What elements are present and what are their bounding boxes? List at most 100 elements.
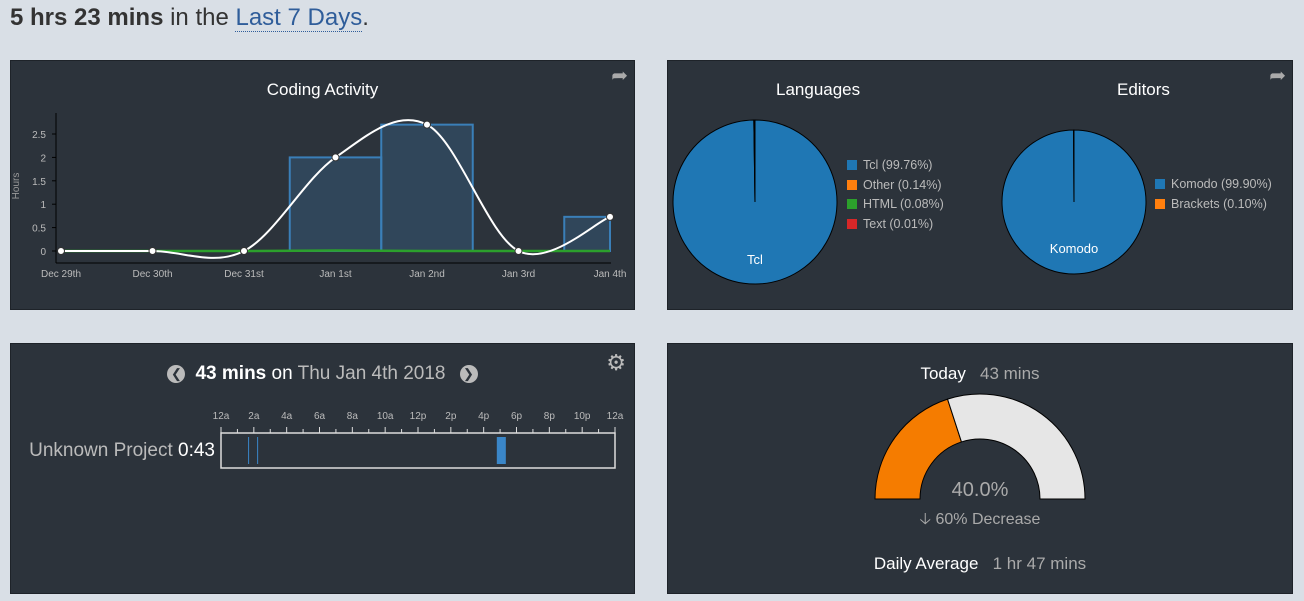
- x-tick-label: Dec 29th: [41, 269, 81, 280]
- y-tick-label: 0.5: [32, 224, 46, 235]
- hour-label: 8p: [544, 411, 556, 422]
- day-heading: ❮ 43 mins on Thu Jan 4th 2018 ❯: [11, 363, 634, 385]
- legend-swatch: [847, 179, 857, 190]
- avg-label: Daily Average: [873, 554, 979, 573]
- legend-swatch: [847, 199, 857, 209]
- activity-bar: [288, 156, 383, 252]
- settings-gear-icon[interactable]: ⚙: [606, 350, 626, 375]
- project-name: Unknown Project: [29, 440, 173, 461]
- y-tick-label: 1.5: [32, 177, 46, 188]
- range-link[interactable]: Last 7 Days: [235, 4, 363, 32]
- period: .: [362, 4, 369, 31]
- legend-label: Tcl (99.76%): [863, 158, 933, 172]
- coding-activity-title: Coding Activity: [266, 80, 379, 99]
- x-tick-label: Jan 1st: [319, 269, 351, 280]
- total-time: 5 hrs 23 mins: [10, 4, 164, 31]
- x-tick-label: Jan 3rd: [502, 269, 535, 280]
- coding-activity-panel: Coding Activity ➦ Hours 0 0.5 1 1.5 2 2.5 Dec 2…: [10, 60, 635, 310]
- data-point: [148, 247, 157, 255]
- data-point: [331, 153, 340, 162]
- project-label: Unknown Project 0:43: [29, 440, 215, 462]
- on-text: on: [266, 363, 298, 384]
- daily-average: Daily Average 1 hr 47 mins: [668, 554, 1292, 574]
- day-total: 43 mins: [195, 363, 267, 384]
- timeline: 12a 2a 4a 6a 8a 10a 12p 2p 4p 6p 8p 10p 12a: [213, 411, 624, 469]
- legend-item: HTML (0.08%): [847, 195, 944, 215]
- editors-title: Editors: [1117, 80, 1170, 99]
- y-tick-label: 2: [40, 153, 46, 164]
- legend-swatch: [847, 218, 857, 229]
- coding-activity-chart: Hours 0 0.5 1 1.5 2 2.5 Dec 29th Dec 30th Dec 31s…: [11, 113, 627, 280]
- y-axis-label: Hours: [11, 173, 22, 200]
- activity-block: [248, 437, 250, 464]
- x-tick-label: Jan 2nd: [409, 269, 445, 280]
- today-gauge: [874, 393, 1086, 500]
- legend-swatch: [1155, 179, 1165, 189]
- activity-bar: [563, 215, 611, 252]
- gauge-percent: 40.0%: [951, 479, 1009, 501]
- legend-item: Other (0.14%): [847, 176, 944, 196]
- languages-editors-panel: Languages Editors ➦ Tcl Komodo Tcl (99.76…: [667, 60, 1293, 310]
- next-day-button[interactable]: ❯: [459, 365, 478, 383]
- hour-label: 10a: [377, 411, 394, 422]
- arrow-down-icon: 🡣: [919, 511, 932, 528]
- hour-label: 6a: [314, 411, 326, 422]
- legend-label: HTML (0.08%): [863, 197, 944, 211]
- change-text: 🡣 60% Decrease: [668, 508, 1292, 535]
- today-panel: Today 43 mins 40.0% 🡣 60% Decrease Daily…: [667, 343, 1293, 594]
- activity-block: [496, 437, 506, 464]
- legend-item: Tcl (99.76%): [847, 156, 944, 176]
- summary-heading: 5 hrs 23 mins in the Last 7 Days.: [10, 4, 369, 32]
- today-value: 43 mins: [980, 364, 1040, 383]
- activity-bar: [380, 123, 474, 252]
- data-point: [514, 247, 523, 255]
- activity-block: [257, 437, 259, 464]
- hour-label: 2p: [445, 411, 457, 422]
- change-value: 60% Decrease: [935, 511, 1041, 528]
- hour-label: 2a: [248, 411, 260, 422]
- daily-timeline-panel: ❮ 43 mins on Thu Jan 4th 2018 ❯ ⚙ Unknown …: [10, 343, 635, 594]
- languages-legend: Tcl (99.76%) Other (0.14%) HTML (0.08%) Tex…: [847, 156, 944, 234]
- languages-pie-label: Tcl: [747, 252, 763, 267]
- y-tick-label: 1: [40, 200, 46, 211]
- legend-item: Text (0.01%): [847, 215, 944, 235]
- x-tick-label: Dec 31st: [224, 269, 264, 280]
- hour-label: 4a: [281, 411, 293, 422]
- hour-label: 12p: [410, 411, 427, 422]
- summary-text: in the: [163, 4, 236, 31]
- legend-item: Brackets (0.10%): [1155, 195, 1272, 215]
- legend-swatch: [847, 160, 857, 170]
- timeline-track: [220, 432, 616, 469]
- x-tick-label: Dec 30th: [132, 269, 172, 280]
- data-point: [423, 120, 431, 129]
- gauge-remaining: [946, 393, 1086, 500]
- day-date: Thu Jan 4th 2018: [297, 363, 446, 384]
- legend-label: Brackets (0.10%): [1171, 196, 1267, 211]
- data-point: [57, 247, 65, 255]
- x-tick-label: Jan 4th: [594, 269, 627, 280]
- legend-label: Other (0.14%): [863, 177, 942, 192]
- pie-charts: Tcl Komodo: [672, 119, 1147, 285]
- editors-pie-label: Komodo: [1050, 241, 1098, 256]
- legend-item: Komodo (99.90%): [1155, 175, 1272, 195]
- project-time: 0:43: [178, 440, 215, 461]
- hour-label: 12a: [213, 411, 230, 422]
- legend-label: Text (0.01%): [863, 216, 934, 231]
- data-point: [240, 247, 248, 255]
- prev-day-button[interactable]: ❮: [167, 365, 186, 383]
- y-tick-label: 2.5: [32, 130, 46, 141]
- share-icon[interactable]: ➦: [611, 65, 628, 87]
- share-icon[interactable]: ➦: [1269, 65, 1286, 87]
- hour-label: 10p: [574, 411, 591, 422]
- hour-label: 12a: [607, 411, 624, 422]
- hour-label: 4p: [478, 411, 490, 422]
- languages-title: Languages: [776, 80, 861, 99]
- today-label: Today: [920, 364, 966, 383]
- hour-label: 8a: [347, 411, 359, 422]
- y-tick-label: 0: [40, 247, 46, 258]
- hour-label: 6p: [511, 411, 523, 422]
- data-point: [606, 212, 614, 221]
- legend-swatch: [1155, 198, 1165, 209]
- today-heading: Today 43 mins: [668, 364, 1292, 384]
- legend-label: Komodo (99.90%): [1171, 177, 1272, 191]
